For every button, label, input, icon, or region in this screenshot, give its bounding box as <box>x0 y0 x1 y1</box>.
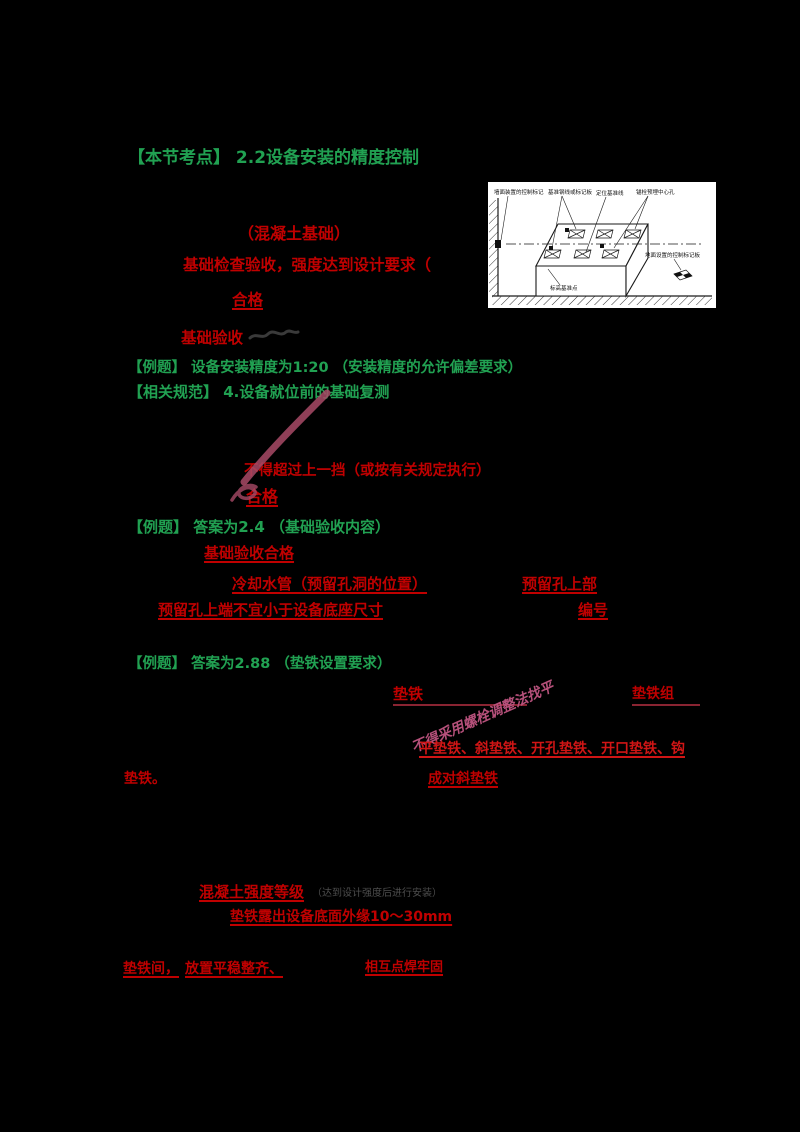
answer-accept-2: 基础验收合格 <box>204 544 295 562</box>
reference-heading-1: 【相关规范】 4.设备就位前的基础复测 <box>128 383 390 401</box>
answer-expose: 垫铁露出设备底面外缘10～30mm <box>230 909 453 925</box>
installation-datum-diagram: 墙面装置的控制标记 基准钢线或标记板 定位基准线 锚栓预埋中心孔 地面设置的控制… <box>488 182 716 308</box>
answer-pad: 垫铁 <box>393 685 424 703</box>
wall-control-mark <box>495 240 501 248</box>
answer-weld: 相互点焊牢固 <box>365 960 444 975</box>
answer-foundation: （混凝土基础） <box>238 224 351 243</box>
answer-pass-2: 合格 <box>246 487 279 506</box>
wall-hatch <box>489 200 498 296</box>
section-heading: 【本节考点】 2.2设备安装的精度控制 <box>128 148 420 168</box>
block-right-face <box>625 223 649 299</box>
example-heading-3: 【例题】 答案为2.88 （垫铁设置要求） <box>128 656 392 672</box>
diagram-drawing: 墙面装置的控制标记 基准钢线或标记板 定位基准线 锚栓预埋中心孔 地面设置的控制… <box>489 188 712 305</box>
answer-contact: 垫铁间， <box>123 961 179 977</box>
answer-limit: 不得超过上一挡（或按有关规定执行） <box>244 463 491 479</box>
answer-blank-line-left <box>393 704 527 706</box>
answer-hole-1: 冷却水管（预留孔洞的位置） <box>232 575 428 593</box>
dark-scribble <box>248 329 300 340</box>
answer-pair-pad: 成对斜垫铁 <box>428 771 498 787</box>
embedded-center-marks <box>549 228 604 250</box>
answer-pad-2: 垫铁。 <box>124 771 166 787</box>
answer-mark: 编号 <box>578 601 609 619</box>
anchor-plates-front-row <box>543 249 620 259</box>
answer-strength: 混凝土强度等级 <box>199 883 305 901</box>
note-gray: （达到设计强度后进行安装） <box>312 888 442 899</box>
diagram-label-wall: 墙面装置的控制标记 <box>494 188 544 196</box>
diagram-label-height: 标高基准点 <box>550 284 578 292</box>
diagram-label-baseline: 定位基准线 <box>596 189 624 197</box>
diagram-label-datum: 基准钢线或标记板 <box>548 188 593 196</box>
answer-pad-group: 垫铁组 <box>632 686 674 702</box>
answer-steady: 放置平稳整齐、 <box>185 961 283 977</box>
answer-hole-1b: 预留孔上部 <box>522 575 598 593</box>
example-heading-2: 【例题】 答案为2.4 （基础验收内容） <box>128 518 391 536</box>
example-heading-1: 【例题】 设备安装精度为1:20 （安装精度的允许偏差要求） <box>128 360 523 376</box>
diagram-label-anchor: 锚栓预埋中心孔 <box>636 188 675 196</box>
answer-blank-line-right <box>632 704 700 706</box>
anchor-plates-back-row <box>567 229 642 239</box>
answer-check: 基础检查验收，强度达到设计要求（ <box>183 256 432 274</box>
answer-pad-list: 平垫铁、斜垫铁、开孔垫铁、开口垫铁、钩 <box>419 741 685 757</box>
benchmark-marker <box>673 269 693 281</box>
diagram-label-ground: 地面设置的控制标记板 <box>645 251 701 259</box>
answer-pass-1: 合格 <box>232 291 264 309</box>
leader-lines <box>500 195 682 286</box>
answer-accept: 基础验收 <box>181 329 244 347</box>
answer-hole-2: 预留孔上端不宜小于设备底座尺寸 <box>158 601 384 619</box>
ground-hatch <box>492 296 712 305</box>
